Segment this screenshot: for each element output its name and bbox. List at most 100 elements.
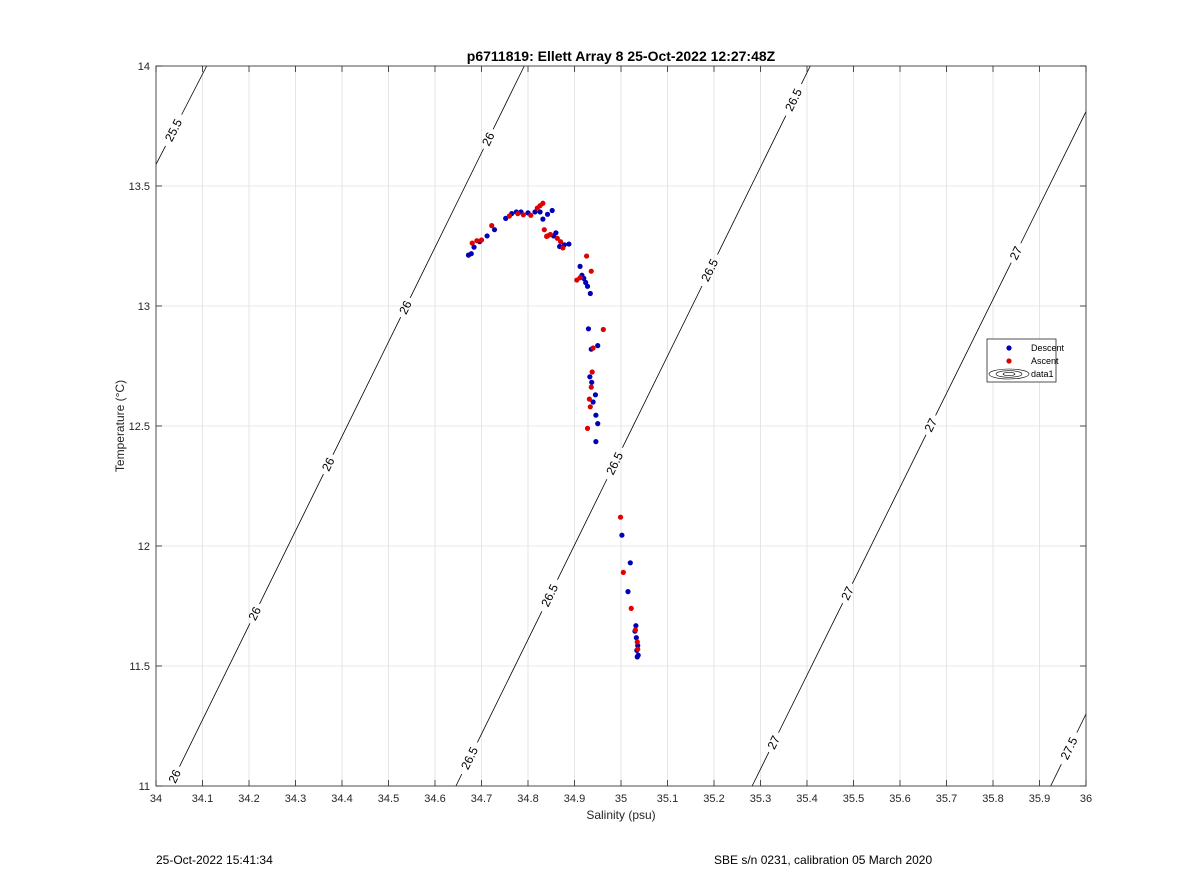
density-contour-line	[801, 65, 811, 85]
x-tick-label: 36	[1080, 793, 1092, 805]
descent-point	[468, 251, 474, 257]
density-contour-label: 26	[396, 298, 415, 316]
density-contour-line	[751, 751, 770, 787]
x-tick-label: 35.2	[703, 793, 724, 805]
x-tick-label: 34.7	[471, 793, 492, 805]
ascent-point	[584, 425, 591, 431]
y-tick-label: 12.5	[129, 421, 150, 433]
descent-point	[484, 233, 490, 239]
descent-point	[540, 216, 546, 222]
density-contour-line	[179, 623, 251, 767]
x-tick-label: 35.7	[936, 793, 957, 805]
y-tick-label: 11	[139, 781, 150, 793]
density-contour-line	[492, 65, 525, 130]
density-contour-line	[1020, 111, 1087, 244]
descent-point	[532, 209, 538, 215]
ascent-point	[547, 231, 553, 238]
descent-point	[593, 439, 599, 445]
density-contour-label: 26.5	[698, 256, 721, 283]
descent-point	[633, 635, 639, 641]
legend-descent-marker	[1006, 345, 1012, 351]
x-tick-label: 34.2	[238, 793, 259, 805]
ascent-point	[588, 384, 594, 390]
x-tick-label: 35.1	[657, 793, 678, 805]
ascent-point	[587, 404, 593, 410]
ascent-point	[506, 213, 512, 219]
y-tick-label: 13	[138, 301, 150, 313]
descent-point	[590, 399, 596, 405]
descent-point	[491, 227, 498, 233]
legend[interactable]: Descent Ascent data1	[986, 338, 1065, 383]
x-tick-label: 35	[615, 793, 627, 805]
descent-point	[595, 421, 601, 427]
density-contour-label: 27	[838, 584, 857, 602]
x-tick-label: 35.9	[1029, 793, 1050, 805]
density-contour-label: 27	[764, 733, 783, 751]
ascent-point	[520, 212, 526, 218]
grid	[155, 65, 1087, 787]
density-contour-label: 25.5	[162, 116, 185, 143]
descent-point	[627, 560, 633, 566]
x-tick-label: 35.8	[982, 793, 1003, 805]
descent-point	[583, 279, 589, 286]
ascent-point	[586, 396, 592, 402]
ascent-point	[554, 235, 560, 241]
data-points	[465, 200, 641, 660]
ascent-point	[628, 605, 634, 612]
density-contour-line	[181, 65, 208, 115]
descent-point	[585, 326, 592, 332]
density-contour-line	[935, 262, 1012, 416]
ascent-point	[590, 345, 596, 351]
descent-point	[553, 230, 559, 236]
descent-point	[595, 343, 601, 349]
x-axis-label: Salinity (psu)	[586, 808, 655, 822]
density-contour-label: 26	[479, 130, 498, 148]
x-tick-label: 34	[150, 793, 162, 805]
legend-ascent-label: Ascent	[1031, 356, 1059, 366]
descent-point	[587, 374, 593, 380]
legend-contour-icon	[988, 368, 1030, 380]
density-contour-label: 27	[922, 416, 941, 434]
density-contour-label: 27.5	[1058, 735, 1081, 762]
descent-point	[584, 283, 591, 289]
ascent-point	[557, 239, 564, 245]
descent-point	[587, 290, 593, 297]
ascent-point	[541, 227, 547, 233]
descent-point	[633, 623, 639, 629]
density-contour-line	[1076, 713, 1087, 733]
density-contour-label: 26.5	[603, 450, 626, 477]
ascent-point	[577, 275, 583, 281]
ascent-point	[600, 326, 606, 333]
descent-point	[625, 589, 631, 595]
density-contour-label: 26	[246, 604, 265, 622]
ascent-point	[588, 268, 594, 274]
descent-point	[589, 379, 595, 385]
legend-data1-label: data1	[1031, 369, 1054, 379]
ascent-point	[560, 245, 566, 251]
footer-calibration: SBE s/n 0231, calibration 05 March 2020	[714, 853, 933, 867]
ascent-point	[635, 646, 641, 652]
density-contour-label: 26	[165, 767, 184, 785]
ascent-point	[478, 237, 485, 243]
ascent-point	[489, 223, 495, 229]
density-contour-line	[332, 316, 402, 455]
density-contour-line	[778, 602, 844, 733]
footer-timestamp: 25-Oct-2022 15:41:34	[156, 853, 273, 867]
y-axis-label: Temperature (°C)	[113, 380, 127, 472]
density-contour-line	[455, 773, 463, 787]
x-tick-label: 34.6	[424, 793, 445, 805]
x-tick-label: 35.3	[750, 793, 771, 805]
ascent-point	[634, 639, 640, 645]
descent-point	[593, 412, 599, 418]
descent-point	[471, 244, 477, 250]
ascent-point	[515, 211, 521, 217]
descent-point	[549, 207, 555, 214]
density-contour-line	[477, 611, 543, 743]
x-tick-label: 34.8	[517, 793, 538, 805]
density-contour-label: 26.5	[782, 86, 805, 113]
density-contour-label: 26.5	[538, 582, 561, 609]
descent-point	[577, 263, 583, 269]
descent-point	[592, 392, 599, 398]
density-contour-line	[155, 145, 166, 165]
descent-point	[619, 532, 625, 538]
